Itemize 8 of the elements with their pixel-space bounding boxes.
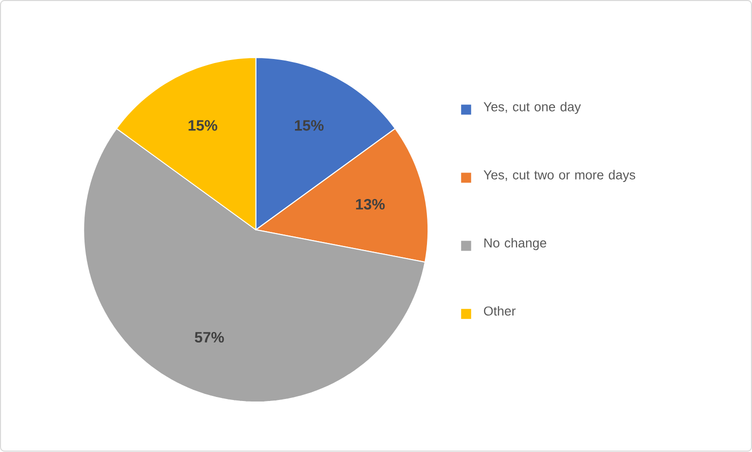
legend-label: No change: [484, 238, 546, 250]
legend-label: Yes, cut two or more days: [484, 170, 636, 182]
data-label: 15%: [188, 120, 218, 131]
data-label: 57%: [194, 332, 224, 343]
data-label: 15%: [294, 120, 324, 131]
legend-label: Other: [484, 306, 516, 316]
data-label: 13%: [356, 199, 385, 210]
legend-label: Yes, cut one day: [484, 102, 581, 114]
